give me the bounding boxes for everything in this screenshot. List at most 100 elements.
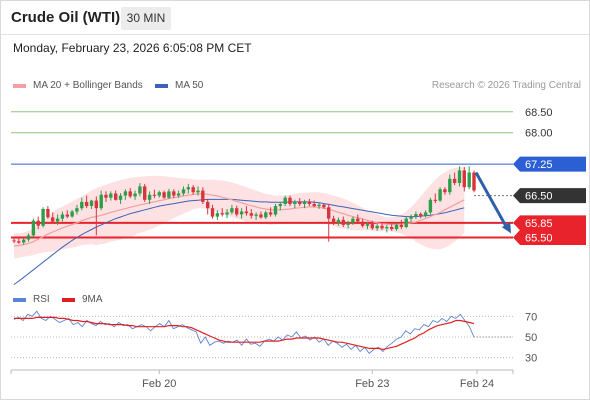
candle-body [89, 200, 94, 206]
candle [360, 218, 365, 228]
candle [201, 187, 205, 204]
candle [31, 218, 36, 238]
candle [390, 224, 394, 231]
candle-body [128, 191, 132, 197]
candle-body [46, 209, 50, 218]
rsi-swatch [13, 297, 26, 302]
candle [162, 190, 166, 199]
legend-ma50-label: MA 50 [175, 80, 204, 91]
candle-body [225, 212, 229, 215]
candle [452, 172, 457, 186]
candle [60, 211, 65, 222]
candle-body [307, 201, 312, 204]
candle [356, 214, 360, 225]
candle [288, 195, 292, 207]
report-datetime: Monday, February 23, 2026 6:05:08 PM CET [13, 41, 252, 55]
candle [235, 205, 239, 217]
candle-body [201, 190, 205, 202]
candle [196, 186, 200, 196]
candle [273, 203, 278, 217]
candle [278, 202, 282, 211]
price-label-text: 68.00 [525, 128, 553, 140]
candle [380, 222, 384, 230]
time-axis-label: Feb 24 [460, 378, 494, 390]
candle [331, 215, 336, 225]
candle [467, 166, 471, 190]
candle [65, 210, 69, 219]
candle [268, 207, 273, 217]
candle-body [428, 199, 433, 213]
candle-body [123, 191, 128, 196]
candle [423, 210, 428, 218]
candle-body [94, 200, 98, 209]
candle-body [472, 172, 476, 191]
candle-body [298, 201, 302, 204]
candle [99, 190, 103, 211]
candle-body [51, 217, 55, 222]
candle-body [26, 235, 31, 240]
candle [433, 193, 437, 204]
candle-body [433, 199, 437, 201]
candle-body [186, 187, 190, 190]
price-label-text: 65.50 [525, 233, 553, 245]
candle-body [452, 178, 457, 183]
candle-body [462, 170, 466, 188]
candle-body [41, 209, 45, 226]
rsi-ma-line [14, 316, 475, 351]
candle-body [114, 193, 118, 200]
candle-body [65, 214, 69, 217]
copyright-text: Research © 2026 Trading Central [431, 80, 581, 91]
candle [254, 212, 258, 220]
instrument-title: Crude Oil (WTI) [11, 9, 121, 26]
candle [118, 193, 123, 204]
candle [322, 203, 326, 210]
candle [293, 199, 297, 209]
candle [41, 207, 45, 228]
candle [75, 204, 79, 215]
candle-body [84, 201, 89, 207]
candle [404, 216, 408, 229]
candle-body [249, 213, 253, 216]
candle-body [31, 220, 36, 236]
candle [17, 237, 21, 244]
candle [143, 183, 147, 202]
candle [46, 206, 50, 219]
candle [176, 190, 181, 198]
forecast-arrow-head [501, 222, 511, 234]
candle [22, 238, 26, 245]
candle-body [220, 213, 224, 215]
candle-body [55, 218, 60, 222]
candle-body [293, 201, 297, 204]
candle-body [12, 240, 16, 242]
candle-body [414, 214, 418, 217]
candle [394, 222, 399, 231]
timeframe-badge[interactable]: 30 MIN [121, 7, 171, 30]
candle-body [22, 239, 26, 243]
legend-ma20-label: MA 20 + Bollinger Bands [33, 80, 143, 91]
candle [36, 216, 40, 230]
candle-body [278, 204, 282, 207]
candle-body [457, 170, 462, 183]
candle-body [346, 222, 350, 225]
candle-body [385, 227, 389, 229]
candle [264, 210, 268, 220]
candle-body [399, 224, 404, 227]
candle [244, 206, 249, 216]
candle-body [365, 224, 370, 226]
price-label-65.85: 65.85 [513, 215, 586, 231]
candle [55, 214, 60, 225]
candle-body [288, 197, 292, 204]
time-axis-label: Feb 20 [142, 378, 176, 390]
candle [385, 224, 389, 233]
candle-body [215, 213, 220, 217]
candle [225, 209, 229, 219]
candle [147, 191, 152, 204]
candle-body [70, 211, 74, 217]
candle-body [176, 193, 181, 196]
price-label-tag [513, 188, 586, 204]
candle-body [230, 208, 234, 213]
candle-body [336, 219, 341, 223]
candle-body [370, 224, 374, 229]
price-label-text: 65.85 [525, 218, 553, 230]
candle [172, 189, 176, 199]
